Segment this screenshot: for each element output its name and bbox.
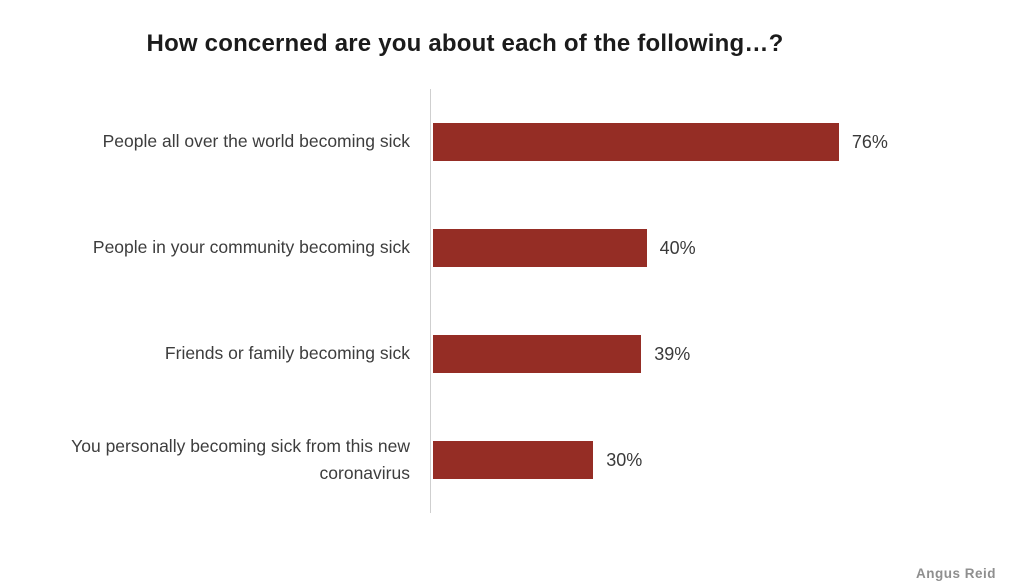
bar-track: 76% xyxy=(430,89,1024,195)
category-label: People all over the world becoming sick xyxy=(102,131,410,152)
category-label: Friends or family becoming sick xyxy=(164,343,410,364)
value-label: 76% xyxy=(851,131,888,152)
bar xyxy=(433,229,647,267)
plot-area: People all over the world becoming sick 7… xyxy=(0,89,1024,513)
bar-track: 30% xyxy=(430,407,1024,513)
value-label: 39% xyxy=(654,343,691,364)
value-label: 40% xyxy=(659,237,696,258)
bar-track: 39% xyxy=(430,301,1024,407)
chart-title: How concerned are you about each of the … xyxy=(146,30,784,57)
bar-track: 40% xyxy=(430,195,1024,301)
bar xyxy=(433,335,642,373)
category-label: People in your community becoming sick xyxy=(92,237,410,258)
bar xyxy=(433,441,594,479)
bar xyxy=(433,123,839,161)
chart-row: Friends or family becoming sick 39% xyxy=(0,301,1024,407)
chart-row: You personally becoming sick from this n… xyxy=(0,407,1024,513)
chart-row: People in your community becoming sick 40… xyxy=(0,195,1024,301)
category-label: You personally becoming sick from this n… xyxy=(71,435,410,483)
source-credit: Angus Reid xyxy=(915,566,996,581)
value-label: 30% xyxy=(606,449,643,470)
chart-row: People all over the world becoming sick 7… xyxy=(0,89,1024,195)
